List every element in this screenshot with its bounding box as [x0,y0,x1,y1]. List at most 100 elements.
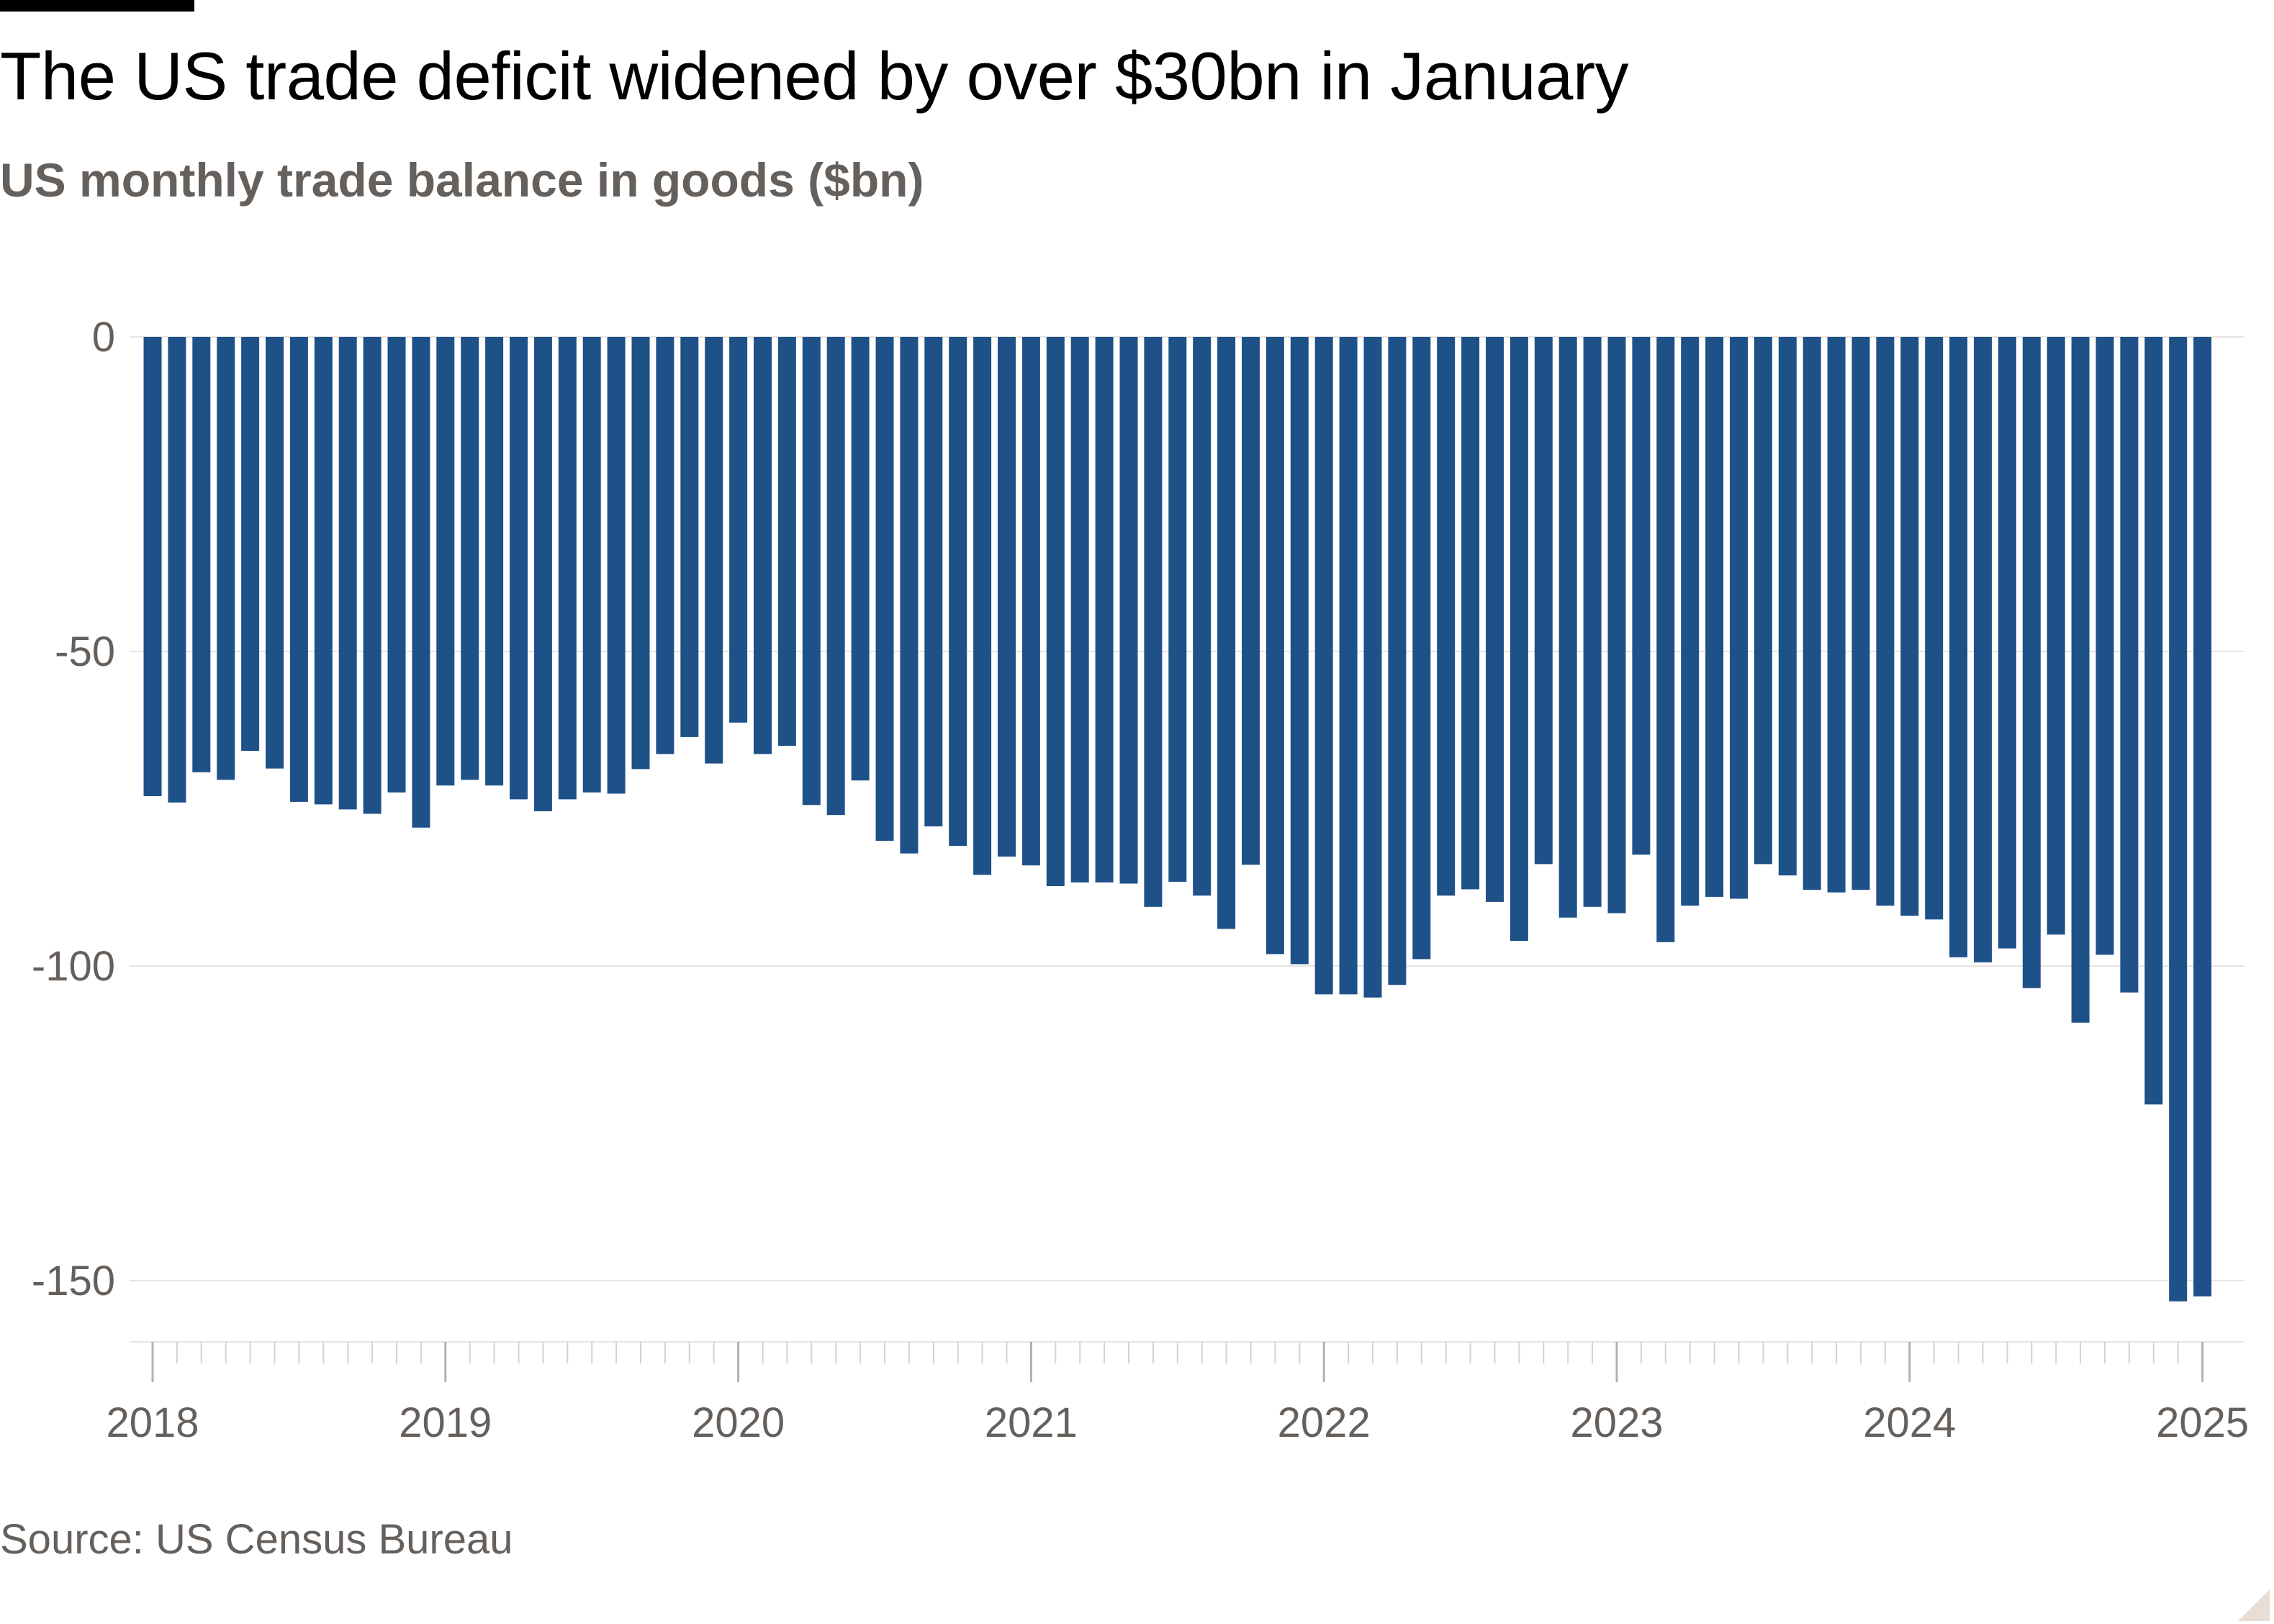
bar [217,337,235,780]
bar [168,337,186,803]
bar [949,337,967,847]
y-tick-label: -150 [32,1258,115,1304]
bar [1242,337,1260,865]
x-tick-label: 2020 [692,1399,785,1446]
bar [289,337,308,802]
source-note: Source: US Census Bureau [0,1516,513,1563]
bar [143,337,162,796]
y-tick-label: 0 [92,314,115,361]
x-tick-label: 2025 [2156,1399,2249,1446]
corner-fold-icon [2238,1589,2270,1621]
bar [1486,337,1504,902]
y-tick-label: -50 [55,628,115,675]
bar [631,337,650,770]
chart-subtitle: US monthly trade balance in goods ($bn) [0,153,924,207]
bar [1119,337,1138,884]
bar [2022,337,2041,988]
bar [1046,337,1065,886]
bar [705,337,723,764]
bar [582,337,601,793]
bar [192,337,211,772]
bar [1705,337,1724,897]
bar [1314,337,1333,995]
bar [314,337,333,805]
x-tick-label: 2018 [106,1399,199,1446]
bar [2169,337,2188,1302]
bar [1339,337,1358,995]
bar [900,337,919,854]
bar [510,337,528,800]
bar [1730,337,1748,899]
bar [2095,337,2114,955]
bar [998,337,1016,857]
bar [1974,337,1992,962]
bar [533,337,552,811]
bar [1949,337,1968,957]
bar [754,337,772,754]
bar [1754,337,1772,865]
y-tick-label: -100 [32,943,115,990]
bar [1510,337,1528,941]
x-tick-label: 2024 [1863,1399,1956,1446]
bar [1851,337,1870,890]
bar [485,337,504,786]
bar [2144,337,2163,1105]
bar [729,337,748,723]
bar [1778,337,1797,876]
bar [2120,337,2139,993]
bar [1681,337,1700,906]
x-tick-label: 2022 [1278,1399,1371,1446]
bar [1998,337,2016,949]
x-axis [130,1341,2244,1382]
bar [1217,337,1236,929]
bar [2071,337,2090,1023]
bar [1583,337,1602,907]
bar [1290,337,1309,965]
bar [1876,337,1895,906]
bar [1437,337,1456,896]
bar [363,337,382,814]
bar [924,337,943,826]
bar [656,337,674,754]
bar [1827,337,1846,893]
bar [387,337,406,793]
bar [461,337,479,780]
bar [973,337,992,875]
bar [875,337,894,842]
x-tick-label: 2023 [1570,1399,1663,1446]
x-tick-label: 2019 [399,1399,492,1446]
bar [2193,337,2212,1296]
bar [607,337,626,794]
bar [1095,337,1114,883]
bar [1802,337,1821,890]
bar [826,337,845,816]
bar [412,337,430,828]
bar [1461,337,1480,890]
bar [1021,337,1040,866]
bar [680,337,699,737]
bar [241,337,260,752]
chart-title: The US trade deficit widened by over $30… [0,38,1629,114]
bar [1607,337,1626,914]
bar [851,337,870,781]
y-axis-labels: 0 -50 -100 -150 [32,314,115,1304]
bar [558,337,577,800]
bar [1900,337,1919,916]
bar [266,337,284,769]
bar [777,337,796,746]
bar [1168,337,1187,882]
bar [1632,337,1651,855]
bar [1534,337,1553,865]
bar [1388,337,1407,985]
bar [2047,337,2065,935]
bar [436,337,455,786]
bars [143,337,2212,1302]
x-tick-label: 2021 [985,1399,1078,1446]
bar [1925,337,1944,920]
bar [1193,337,1212,896]
bar [1656,337,1675,942]
bar [1144,337,1163,907]
bar [1070,337,1089,883]
bar [1412,337,1431,960]
